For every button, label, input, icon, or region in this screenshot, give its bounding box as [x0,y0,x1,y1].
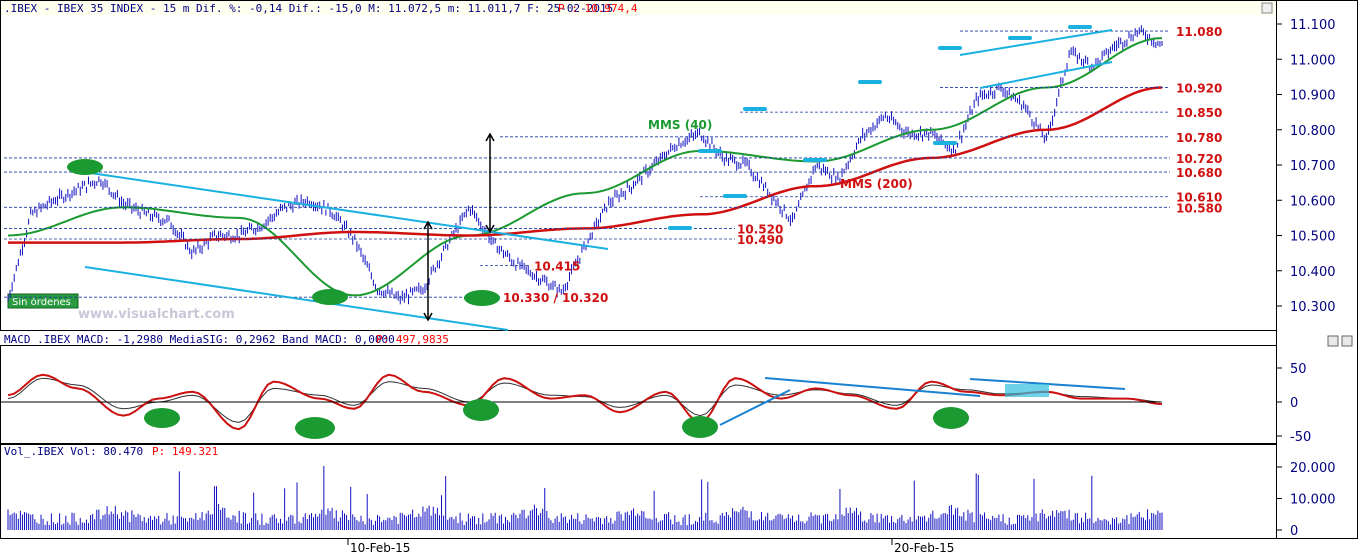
volume-plot [7,466,1163,530]
measure-arrow-head [423,220,433,230]
volume-header-price: P: 149.321 [152,445,218,458]
price-axis-label: 10.800 [1290,124,1336,139]
level-label: 10.330 / 10.320 [503,291,608,305]
macd-ellipse [682,416,718,438]
level-label: 10.520 [737,222,783,236]
macd-ellipse [933,407,969,429]
macd-trendline [764,377,981,397]
level-label: 10.415 [534,259,580,273]
level-marker [723,194,747,198]
price-axis-label: 11.100 [1290,18,1336,33]
macd-trendline [719,389,791,426]
main-header-price: P : 10.974,4 [558,2,638,15]
price-axis-label: 10.600 [1290,194,1336,209]
level-marker [1068,25,1092,29]
price-plot [7,25,1163,431]
level-label: 10.780 [1176,131,1222,145]
trend-channel-line [69,169,609,250]
macd-axis-label: -50 [1290,430,1311,445]
level-marker [743,107,767,111]
price-axis-label: 10.300 [1290,300,1336,315]
price-panel [0,0,1277,331]
level-marker [1008,36,1032,40]
macd-line [7,373,1163,431]
level-label: 10.680 [1176,166,1222,180]
measure-arrow-head [485,132,495,142]
volume-axis-label: 20.000 [1290,461,1336,476]
order-badge-label: Sin órdenes [12,296,71,308]
level-label: 11.080 [1176,25,1222,39]
level-label: 10.610 [1176,191,1222,205]
macd-close-button[interactable] [1341,335,1353,347]
volume-header: Vol_.IBEX Vol: 80.470 [4,445,143,458]
level-label: 10.490 [737,233,783,247]
level-label: 10.720 [1176,152,1222,166]
macd-header: MACD_.IBEX MACD: -1,2980 MediaSIG: 0,296… [4,333,395,346]
macd-signal-line [7,377,1163,423]
macd-ellipse [463,399,499,421]
volume-panel [0,444,1277,539]
panel-close-button[interactable] [1261,2,1273,14]
measure-arrow-head [485,224,495,234]
main-header: .IBEX - IBEX 35 INDEX - 15 m Dif. %: -0,… [4,2,613,15]
level-label: 10.850 [1176,106,1222,120]
level-marker [803,158,827,162]
price-axis-label: 10.400 [1290,265,1336,280]
macd-panel [0,345,1277,444]
macd-axis-label: 0 [1290,396,1298,411]
volume-axis-label: 0 [1290,524,1298,539]
mms40-line [7,37,1163,297]
highlight-ellipse [67,159,103,175]
macd-ellipse [144,408,180,428]
trend-channel-line [84,266,509,331]
mms200-label: MMS (200) [840,177,913,191]
macd-axis-label: 50 [1290,362,1307,377]
mms40-label: MMS (40) [648,118,712,132]
macd-header-price: P: 497,9835 [376,333,449,346]
level-label: 10.580 [1176,201,1222,215]
price-axis-label: 11.000 [1290,53,1336,68]
price-axis-label: 10.900 [1290,89,1336,104]
level-marker [938,46,962,50]
header-bar [1,1,1276,15]
price-axis-label: 10.700 [1290,159,1336,174]
macd-minimize-button[interactable] [1327,335,1339,347]
highlight-ellipse [464,290,500,306]
date-axis-label: 10-Feb-15 [350,541,410,555]
level-marker [933,141,957,145]
level-marker [698,149,722,153]
price-axis-label: 10.500 [1290,230,1336,245]
macd-highlight-box [1005,384,1049,397]
level-label: 10.920 [1176,81,1222,95]
date-axis-label: 20-Feb-15 [894,541,954,555]
trend-channel-line [959,29,1113,56]
highlight-ellipse [312,289,348,305]
watermark: www.visualchart.com [78,307,235,322]
trend-channel-line [979,61,1113,89]
volume-axis-label: 10.000 [1290,493,1336,508]
axes: 11.100 11.000 10.900 10.800 10.700 10.600 10.5… [347,18,1336,555]
level-marker [858,80,882,84]
macd-plot [1,377,1160,439]
price-axis [1276,0,1358,539]
level-marker [668,226,692,230]
measure-arrow-head [423,312,433,322]
macd-ellipse [295,417,335,439]
